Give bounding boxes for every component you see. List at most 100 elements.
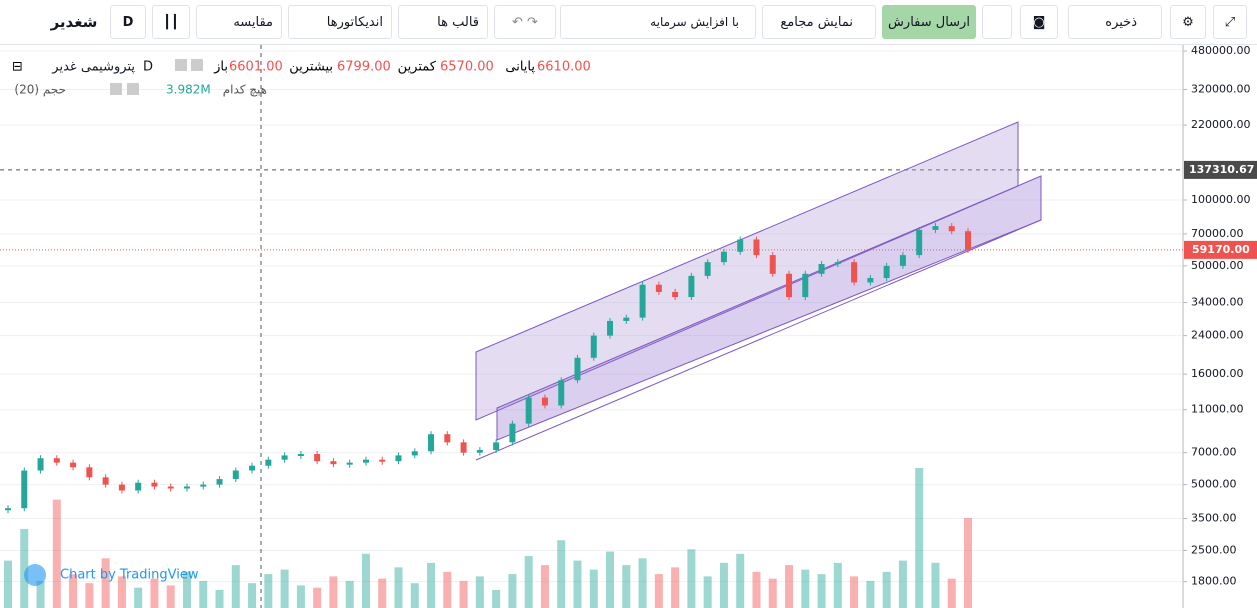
high-value: 6799.00 xyxy=(337,60,391,75)
volume-name: حجم (20) xyxy=(14,83,66,97)
blank-button[interactable] xyxy=(982,5,1012,39)
last-price-bg xyxy=(1184,240,1257,259)
volume-bar xyxy=(606,551,615,608)
candle xyxy=(167,486,174,489)
show-meetings[interactable]: نمایش مجامع xyxy=(762,5,876,39)
volume-bar xyxy=(394,567,403,608)
volume-bar xyxy=(654,574,663,608)
candle xyxy=(883,265,890,279)
volume-bar xyxy=(296,585,305,608)
fullscreen[interactable]: ⤢ xyxy=(1213,5,1247,39)
volume-bar xyxy=(361,553,370,608)
candle xyxy=(216,479,223,485)
volume-bar xyxy=(475,576,484,608)
volume-bar xyxy=(85,583,94,608)
candle xyxy=(965,231,971,250)
y-tick-label: 70000.00 xyxy=(1191,227,1244,240)
legend-icon[interactable] xyxy=(127,83,139,95)
volume-bar xyxy=(101,558,110,608)
volume-bar xyxy=(882,571,891,608)
y-tick-label: 5000.00 xyxy=(1191,478,1237,491)
volume-bar xyxy=(557,540,566,608)
candle xyxy=(720,251,727,263)
candle xyxy=(281,455,288,460)
candle xyxy=(379,459,386,462)
y-tick-label: 3500.00 xyxy=(1191,511,1237,524)
candle xyxy=(818,263,825,274)
volume-value: 3.982M xyxy=(166,83,211,97)
volume-bar xyxy=(345,580,354,608)
candle xyxy=(607,320,614,336)
indicators[interactable]: اندیکاتورها xyxy=(288,5,392,39)
last-price-label: 59170.00 xyxy=(1192,243,1250,256)
candle xyxy=(151,482,158,487)
volume-bar xyxy=(150,578,159,608)
volume-bar xyxy=(199,580,208,608)
volume-bar xyxy=(589,569,598,608)
y-tick-label: 2500.00 xyxy=(1191,543,1237,556)
templates[interactable]: قالب ها xyxy=(398,5,488,39)
legend-icon[interactable] xyxy=(191,59,203,71)
volume-bar xyxy=(378,578,387,608)
candle xyxy=(362,459,369,463)
y-tick-label: 24000.00 xyxy=(1191,329,1244,342)
volume-ma: هیچ کدام xyxy=(223,83,267,97)
high-label: بیشترین xyxy=(289,60,333,75)
candle xyxy=(802,273,809,298)
y-tick-label: 1800.00 xyxy=(1191,575,1237,588)
volume-bar xyxy=(459,580,468,608)
candle xyxy=(70,462,77,468)
candle xyxy=(183,486,190,489)
volume-bar xyxy=(768,578,777,608)
symbol[interactable]: شغدیر xyxy=(44,5,104,39)
volume-bar xyxy=(427,562,436,608)
undo-redo[interactable]: ↶ ↷ xyxy=(494,5,556,39)
compare[interactable]: مقایسه xyxy=(196,5,282,39)
candle xyxy=(916,229,923,256)
volume-bar xyxy=(36,580,45,608)
open-label: باز xyxy=(213,60,228,75)
volume-bar xyxy=(964,518,972,608)
y-tick-label: 16000.00 xyxy=(1191,367,1244,380)
close-value: 6610.00 xyxy=(537,60,591,75)
volume-bar xyxy=(687,549,696,608)
legend-icon[interactable] xyxy=(110,83,122,95)
volume-bar xyxy=(524,556,533,608)
volume-bar xyxy=(833,562,842,608)
settings[interactable]: ⚙ xyxy=(1170,5,1206,39)
legend-interval: D xyxy=(143,60,153,75)
adjustment[interactable]: با افزایش سرمایه xyxy=(560,5,756,39)
candle xyxy=(525,397,532,424)
save[interactable]: ذخیره xyxy=(1068,5,1162,39)
interval[interactable]: D xyxy=(110,5,146,39)
volume-bar xyxy=(898,560,907,608)
screenshot[interactable]: ◙ xyxy=(1020,5,1058,39)
volume-bar xyxy=(52,499,61,608)
y-tick-label: 320000.00 xyxy=(1191,83,1251,96)
candle xyxy=(493,442,500,450)
volume-bar xyxy=(410,583,419,608)
volume-bar xyxy=(492,589,501,608)
candle xyxy=(753,239,760,256)
send-order[interactable]: ارسال سفارش xyxy=(882,5,976,39)
candle xyxy=(737,239,744,252)
collapse-icon: ⊟ xyxy=(12,60,23,75)
volume-bar xyxy=(134,587,143,608)
candle xyxy=(834,262,841,265)
candle xyxy=(21,470,28,509)
volume-bar xyxy=(166,585,175,608)
volume-bar xyxy=(752,571,761,608)
candle xyxy=(249,465,256,471)
watermark: Chart by TradingView xyxy=(60,568,199,583)
close-label: پایانی xyxy=(505,60,535,75)
y-tick-label: 480000.00 xyxy=(1191,44,1251,57)
legend-icon[interactable] xyxy=(175,59,187,71)
low-value: 6570.00 xyxy=(440,60,494,75)
volume-bar xyxy=(801,569,810,608)
candle xyxy=(330,461,337,465)
volume-bar xyxy=(573,560,582,608)
chart-type[interactable]: ┃┃ xyxy=(152,5,190,39)
candle xyxy=(411,451,418,456)
